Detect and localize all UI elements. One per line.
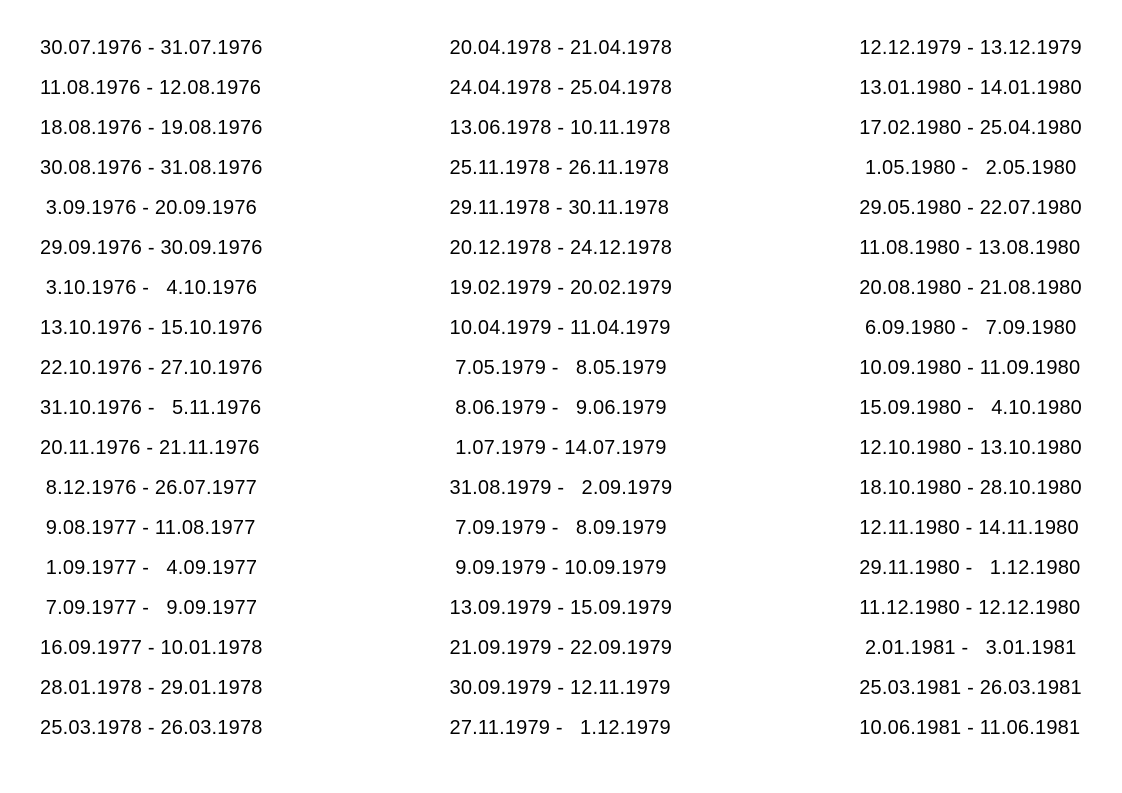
date-range: 12.10.1980 - 13.10.1980 — [859, 428, 1082, 468]
date-range: 11.08.1980 - 13.08.1980 — [859, 228, 1082, 268]
date-range: 13.09.1979 - 15.09.1979 — [450, 588, 673, 628]
date-range: 12.11.1980 - 14.11.1980 — [859, 508, 1082, 548]
date-range: 10.09.1980 - 11.09.1980 — [859, 348, 1082, 388]
date-range: 17.02.1980 - 25.04.1980 — [859, 108, 1082, 148]
date-range: 3.09.1976 - 20.09.1976 — [40, 188, 263, 228]
date-range: 16.09.1977 - 10.01.1978 — [40, 628, 263, 668]
date-range: 15.09.1980 - 4.10.1980 — [859, 388, 1082, 428]
date-range: 10.04.1979 - 11.04.1979 — [450, 308, 673, 348]
date-range: 31.10.1976 - 5.11.1976 — [40, 388, 263, 428]
date-range: 25.11.1978 - 26.11.1978 — [450, 148, 673, 188]
date-range: 1.05.1980 - 2.05.1980 — [859, 148, 1082, 188]
date-range: 20.11.1976 - 21.11.1976 — [40, 428, 263, 468]
date-range: 21.09.1979 - 22.09.1979 — [450, 628, 673, 668]
date-range: 7.05.1979 - 8.05.1979 — [450, 348, 673, 388]
date-range: 11.08.1976 - 12.08.1976 — [40, 68, 263, 108]
date-range: 30.07.1976 - 31.07.1976 — [40, 28, 263, 68]
date-range: 6.09.1980 - 7.09.1980 — [859, 308, 1082, 348]
date-range-column-1: 30.07.1976 - 31.07.197611.08.1976 - 12.0… — [40, 28, 263, 748]
date-range: 27.11.1979 - 1.12.1979 — [450, 708, 673, 748]
date-range: 10.06.1981 - 11.06.1981 — [859, 708, 1082, 748]
date-range: 28.01.1978 - 29.01.1978 — [40, 668, 263, 708]
date-range: 1.07.1979 - 14.07.1979 — [450, 428, 673, 468]
date-range: 22.10.1976 - 27.10.1976 — [40, 348, 263, 388]
date-range-columns: 30.07.1976 - 31.07.197611.08.1976 - 12.0… — [40, 28, 1082, 748]
date-range: 9.08.1977 - 11.08.1977 — [40, 508, 263, 548]
date-range: 11.12.1980 - 12.12.1980 — [859, 588, 1082, 628]
date-range: 12.12.1979 - 13.12.1979 — [859, 28, 1082, 68]
date-range: 19.02.1979 - 20.02.1979 — [450, 268, 673, 308]
date-range: 25.03.1981 - 26.03.1981 — [859, 668, 1082, 708]
date-range: 29.11.1978 - 30.11.1978 — [450, 188, 673, 228]
date-range: 29.05.1980 - 22.07.1980 — [859, 188, 1082, 228]
date-range: 25.03.1978 - 26.03.1978 — [40, 708, 263, 748]
date-range: 2.01.1981 - 3.01.1981 — [859, 628, 1082, 668]
date-range: 8.06.1979 - 9.06.1979 — [450, 388, 673, 428]
date-range: 29.09.1976 - 30.09.1976 — [40, 228, 263, 268]
date-range: 29.11.1980 - 1.12.1980 — [859, 548, 1082, 588]
date-range: 18.08.1976 - 19.08.1976 — [40, 108, 263, 148]
date-range: 13.01.1980 - 14.01.1980 — [859, 68, 1082, 108]
date-range: 20.12.1978 - 24.12.1978 — [450, 228, 673, 268]
date-range-column-2: 20.04.1978 - 21.04.197824.04.1978 - 25.0… — [450, 28, 673, 748]
date-range: 13.06.1978 - 10.11.1978 — [450, 108, 673, 148]
date-range: 3.10.1976 - 4.10.1976 — [40, 268, 263, 308]
date-range: 8.12.1976 - 26.07.1977 — [40, 468, 263, 508]
date-range: 24.04.1978 - 25.04.1978 — [450, 68, 673, 108]
date-range: 9.09.1979 - 10.09.1979 — [450, 548, 673, 588]
date-range: 18.10.1980 - 28.10.1980 — [859, 468, 1082, 508]
date-range: 7.09.1977 - 9.09.1977 — [40, 588, 263, 628]
date-range: 30.09.1979 - 12.11.1979 — [450, 668, 673, 708]
date-range-column-3: 12.12.1979 - 13.12.197913.01.1980 - 14.0… — [859, 28, 1082, 748]
date-range: 7.09.1979 - 8.09.1979 — [450, 508, 673, 548]
date-range: 30.08.1976 - 31.08.1976 — [40, 148, 263, 188]
date-range: 20.04.1978 - 21.04.1978 — [450, 28, 673, 68]
date-range: 20.08.1980 - 21.08.1980 — [859, 268, 1082, 308]
date-range: 13.10.1976 - 15.10.1976 — [40, 308, 263, 348]
date-range: 31.08.1979 - 2.09.1979 — [450, 468, 673, 508]
date-range: 1.09.1977 - 4.09.1977 — [40, 548, 263, 588]
